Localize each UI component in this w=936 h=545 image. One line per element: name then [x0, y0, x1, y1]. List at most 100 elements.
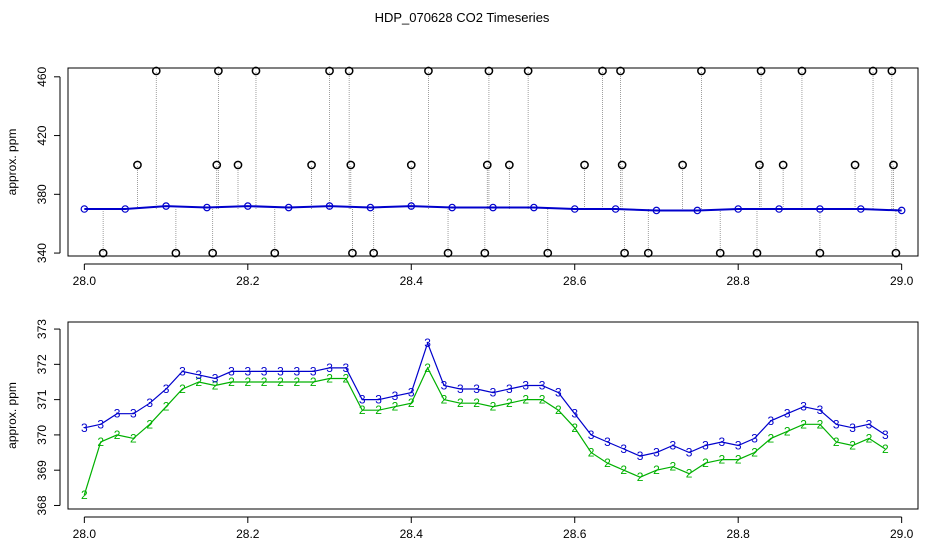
series-2-marker: 2	[833, 435, 840, 449]
series-3-marker: 3	[539, 379, 546, 393]
series-3-marker: 3	[735, 438, 742, 452]
series-2-marker: 2	[604, 456, 611, 470]
outlier-point	[214, 66, 223, 76]
data-point	[816, 205, 824, 213]
series-2-marker: 2	[539, 393, 546, 407]
series-3-marker: 3	[114, 407, 121, 421]
series-3-marker: 3	[146, 396, 153, 410]
series-3-marker: 3	[817, 403, 824, 417]
series-2-marker: 2	[146, 417, 153, 431]
outlier-point	[480, 248, 490, 258]
series-3-marker: 3	[277, 364, 284, 378]
series-2-marker: 2	[620, 463, 627, 477]
outlier-point	[346, 160, 356, 170]
data-point	[489, 203, 497, 212]
data-point	[693, 206, 702, 215]
outlier-point	[543, 248, 553, 258]
y-tick-label: 371	[35, 389, 49, 409]
x-tick-label: 28.6	[563, 527, 587, 540]
x-tick-label: 28.4	[400, 274, 424, 288]
series-2-marker: 2	[784, 424, 791, 438]
series-3-marker: 3	[686, 446, 693, 460]
series-3-line	[84, 341, 886, 457]
data-point	[407, 202, 416, 210]
outlier-point	[523, 66, 533, 76]
y-axis-title: approx. ppm	[5, 382, 19, 449]
x-tick-label: 28.0	[73, 274, 97, 288]
data-point	[734, 205, 742, 213]
series-3-marker: 3	[653, 446, 660, 460]
series-2-marker: 2	[310, 375, 317, 389]
chart-title: HDP_070628 CO2 Timeseries	[375, 10, 550, 25]
series-2-line	[83, 366, 886, 496]
series-3-marker: 3	[408, 386, 415, 400]
x-tick-label: 29.0	[890, 527, 914, 540]
series-3-marker: 3	[473, 382, 480, 396]
outlier-point	[208, 248, 218, 258]
series-2-marker: 2	[195, 375, 202, 389]
y-tick-label: 460	[35, 66, 49, 86]
outlier-point	[151, 66, 161, 76]
series-2-marker: 2	[588, 446, 595, 460]
outlier-point	[504, 160, 514, 170]
y-tick-label: 370	[35, 425, 49, 445]
outlier-point	[482, 160, 492, 170]
x-tick-label: 28.2	[236, 527, 260, 540]
series-2-marker: 2	[228, 375, 235, 389]
data-point	[897, 206, 906, 215]
series-2-marker: 2	[817, 417, 824, 431]
series-2-marker: 2	[375, 403, 382, 417]
series-3-marker: 3	[244, 364, 251, 378]
series-2-marker: 2	[277, 375, 284, 389]
outlier-point	[697, 66, 706, 76]
data-point	[570, 205, 579, 213]
outlier-point	[270, 248, 280, 258]
outlier-point	[868, 66, 878, 76]
series-2-marker: 2	[669, 460, 676, 474]
series-3-marker: 3	[359, 393, 366, 407]
outlier-point	[348, 248, 357, 258]
outlier-point	[778, 160, 788, 170]
data-point	[162, 202, 170, 210]
series-3-marker: 3	[784, 407, 791, 421]
series-2-marker: 2	[506, 396, 513, 410]
x-tick-label: 28.6	[563, 274, 587, 288]
outlier-point	[307, 160, 316, 170]
series-2-marker: 2	[751, 446, 758, 460]
x-tick-label: 28.0	[73, 527, 97, 540]
outlier-point	[887, 66, 897, 76]
data-point	[611, 205, 620, 213]
series-3-marker: 3	[130, 407, 137, 421]
series-3-marker: 3	[604, 435, 611, 449]
series-3-marker: 3	[424, 336, 431, 350]
y-tick-label: 420	[35, 125, 49, 145]
series-2-marker: 2	[261, 375, 268, 389]
outlier-point	[756, 66, 766, 76]
x-tick-label: 28.8	[727, 274, 751, 288]
series-2-marker: 2	[163, 400, 170, 414]
data-point	[775, 205, 783, 213]
data-point	[325, 202, 334, 210]
data-point	[530, 203, 538, 212]
outlier-point	[755, 160, 764, 170]
outlier-point	[369, 248, 379, 258]
data-point	[121, 205, 130, 213]
series-3-marker: 3	[212, 371, 219, 385]
y-tick-label: 373	[35, 319, 49, 339]
series-3-marker: 3	[866, 417, 873, 431]
series-2-marker: 2	[800, 417, 807, 431]
series-2-marker: 2	[490, 400, 497, 414]
series-3-marker: 3	[522, 379, 529, 393]
panel-2-frame	[67, 321, 919, 510]
outlier-point	[815, 248, 825, 258]
series-3-marker: 3	[294, 364, 301, 378]
outlier-point	[344, 66, 354, 76]
series-3-marker: 3	[179, 364, 186, 378]
series-2-marker: 2	[114, 428, 121, 442]
y-tick-label: 369	[35, 460, 49, 480]
outlier-point	[406, 160, 416, 170]
series-2-marker: 2	[849, 438, 856, 452]
outlier-point	[251, 66, 261, 76]
